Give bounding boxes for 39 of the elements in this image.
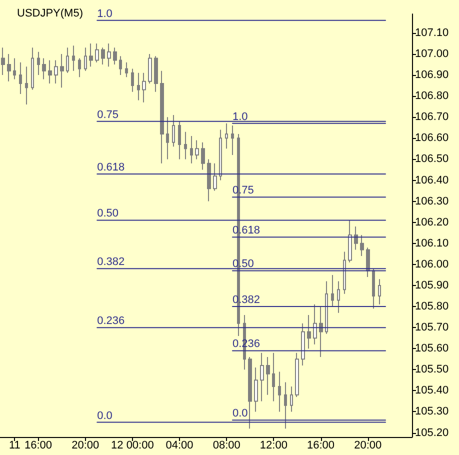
y-tick-label: 105.40 [415, 384, 449, 397]
y-tick-label: 106.20 [415, 216, 449, 228]
chart-title: USDJPY(M5) [17, 8, 84, 20]
y-tick-label: 106.00 [415, 258, 449, 270]
series-label: 0.0 [97, 410, 112, 422]
series-label: 0.75 [97, 108, 119, 121]
y-tick-label: 105.90 [415, 279, 449, 292]
y-tick-label: 106.70 [415, 111, 449, 124]
y-tick-label: 106.60 [415, 132, 449, 144]
y-tick-label: 105.60 [415, 342, 449, 355]
x-tick-label: 20:00 [72, 440, 100, 452]
series-label: 1.0 [97, 8, 112, 20]
series-label: 0.382 [97, 256, 125, 268]
y-tick-label: 105.50 [415, 364, 449, 376]
y-tick-label: 106.30 [415, 195, 449, 208]
x-tick-label: 16:00 [307, 440, 335, 452]
series-label: 1.0 [232, 110, 248, 123]
series-label: 0.236 [97, 315, 125, 328]
y-tick-label: 106.50 [415, 153, 449, 166]
x-tick-label: 20:00 [354, 440, 382, 452]
y-tick-label: 107.00 [415, 48, 449, 60]
y-tick-label: 105.30 [415, 406, 449, 418]
y-tick-label: 105.80 [415, 300, 449, 313]
x-tick-label: 16:00 [24, 440, 52, 452]
series-label: 0.618 [97, 161, 125, 174]
series-label: 0.0 [232, 408, 248, 420]
x-tick-label: 11 [9, 440, 20, 452]
x-tick-label: 08:00 [212, 440, 240, 452]
y-tick-label: 107.10 [415, 26, 449, 39]
series-label: 0.50 [97, 208, 119, 220]
y-tick-label: 105.70 [415, 322, 449, 334]
x-tick-label: 12:00 [260, 440, 288, 452]
x-tick-label: 12 00:00 [111, 440, 154, 452]
y-tick-label: 106.40 [415, 174, 449, 186]
y-tick-label: 106.90 [415, 69, 449, 82]
x-tick-label: 04:00 [166, 440, 194, 452]
y-tick-label: 106.80 [415, 90, 449, 102]
y-tick-label: 105.20 [415, 426, 449, 439]
y-tick-label: 106.10 [415, 237, 449, 250]
